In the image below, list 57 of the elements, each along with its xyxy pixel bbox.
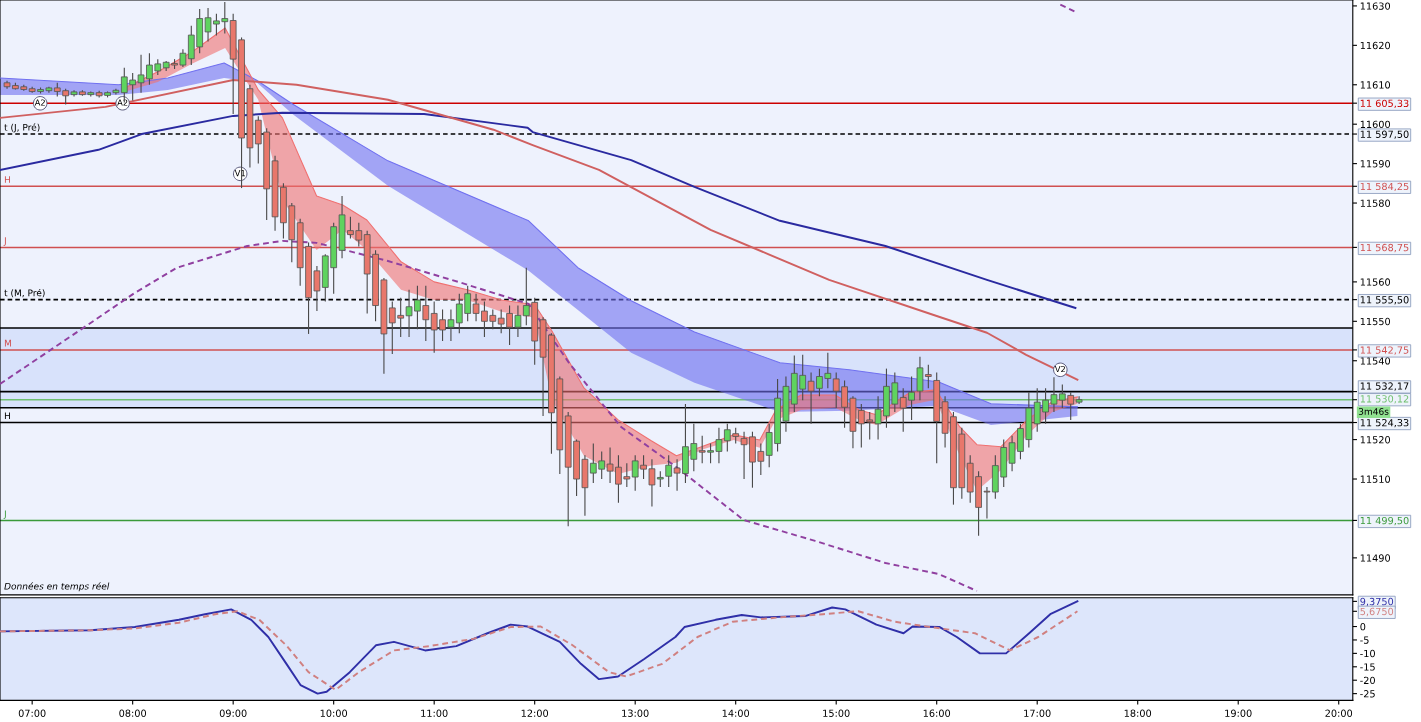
y-tick-label: 11560 bbox=[1360, 278, 1391, 286]
text: 3m46s bbox=[1358, 408, 1389, 415]
y-tick-label: 5,6750 bbox=[1360, 607, 1394, 617]
y-tick-label: 11 499,50 bbox=[1360, 516, 1409, 526]
y-tick-label: 11520 bbox=[1360, 436, 1391, 444]
y-tick-label: 11 605,33 bbox=[1360, 99, 1409, 108]
ref-line-label: t (J, Pré) bbox=[4, 123, 40, 133]
y-tick-label: 11550 bbox=[1360, 317, 1391, 326]
x-tick-label: 09:00 bbox=[219, 709, 247, 717]
ref-line-label: H bbox=[4, 412, 10, 420]
y-tick-label: 11630 bbox=[1360, 2, 1391, 10]
x-tick-label: 15:00 bbox=[823, 709, 850, 717]
y-tick-label: -25 bbox=[1360, 690, 1375, 698]
x-tick-label: 08:00 bbox=[119, 709, 147, 717]
y-tick-label: -5 bbox=[1360, 636, 1369, 644]
x-tick-label: 18:00 bbox=[1124, 709, 1152, 717]
x-tick-label: 07:00 bbox=[18, 709, 46, 717]
annotation: A2 bbox=[34, 99, 45, 106]
y-tick-label: 11600 bbox=[1360, 120, 1391, 129]
y-tick-label: 11580 bbox=[1360, 199, 1391, 207]
y-tick-label: 11540 bbox=[1360, 357, 1391, 365]
y-tick-label: -15 bbox=[1360, 663, 1375, 671]
x-tick-label: 14:00 bbox=[722, 709, 750, 717]
x-tick-label: 10:00 bbox=[320, 709, 348, 717]
y-tick-label: 11 530,12 bbox=[1360, 395, 1409, 404]
y-tick-label: 11620 bbox=[1360, 41, 1391, 50]
annotation: Données en temps réel bbox=[4, 582, 110, 592]
x-tick-label: 11:00 bbox=[421, 709, 448, 717]
x-tick-label: 20:00 bbox=[1325, 709, 1353, 717]
x-tick-label: 19:00 bbox=[1225, 709, 1252, 717]
annotation: V2 bbox=[1054, 365, 1065, 373]
y-tick-label: -20 bbox=[1360, 676, 1375, 685]
line-series bbox=[0, 111, 1077, 309]
x-tick-label: 13:00 bbox=[622, 709, 649, 717]
y-tick-label: 11 542,75 bbox=[1360, 346, 1409, 355]
ref-line-label: J bbox=[3, 510, 6, 519]
y-tick-label: 9,3750 bbox=[1360, 597, 1394, 607]
ref-line-label: H bbox=[4, 176, 10, 183]
y-tick-label: 11 555,50 bbox=[1360, 296, 1409, 305]
x-tick-label: 17:00 bbox=[1024, 709, 1051, 717]
y-tick-label: 11610 bbox=[1360, 81, 1391, 89]
ref-line-label: M bbox=[4, 339, 11, 347]
y-tick-label: 11 532,17 bbox=[1360, 382, 1409, 391]
y-tick-label: 11490 bbox=[1360, 554, 1391, 562]
annotation: A2 bbox=[117, 99, 128, 106]
x-tick-label: 16:00 bbox=[923, 709, 951, 717]
y-tick-label: 11510 bbox=[1360, 475, 1391, 483]
y-tick-label: 0 bbox=[1360, 623, 1366, 631]
y-tick-label: -10 bbox=[1360, 649, 1375, 658]
x-tick-label: 12:00 bbox=[521, 709, 549, 717]
ref-line-label: t (M, Pré) bbox=[4, 288, 45, 298]
y-tick-label: 11 597,50 bbox=[1360, 130, 1409, 139]
y-tick-label: 11 568,75 bbox=[1360, 243, 1409, 253]
y-tick-label: 11 584,25 bbox=[1360, 182, 1409, 192]
ref-line-label: J bbox=[3, 237, 6, 246]
y-tick-label: 11 524,33 bbox=[1360, 419, 1409, 428]
y-tick-label: 11590 bbox=[1360, 160, 1391, 168]
